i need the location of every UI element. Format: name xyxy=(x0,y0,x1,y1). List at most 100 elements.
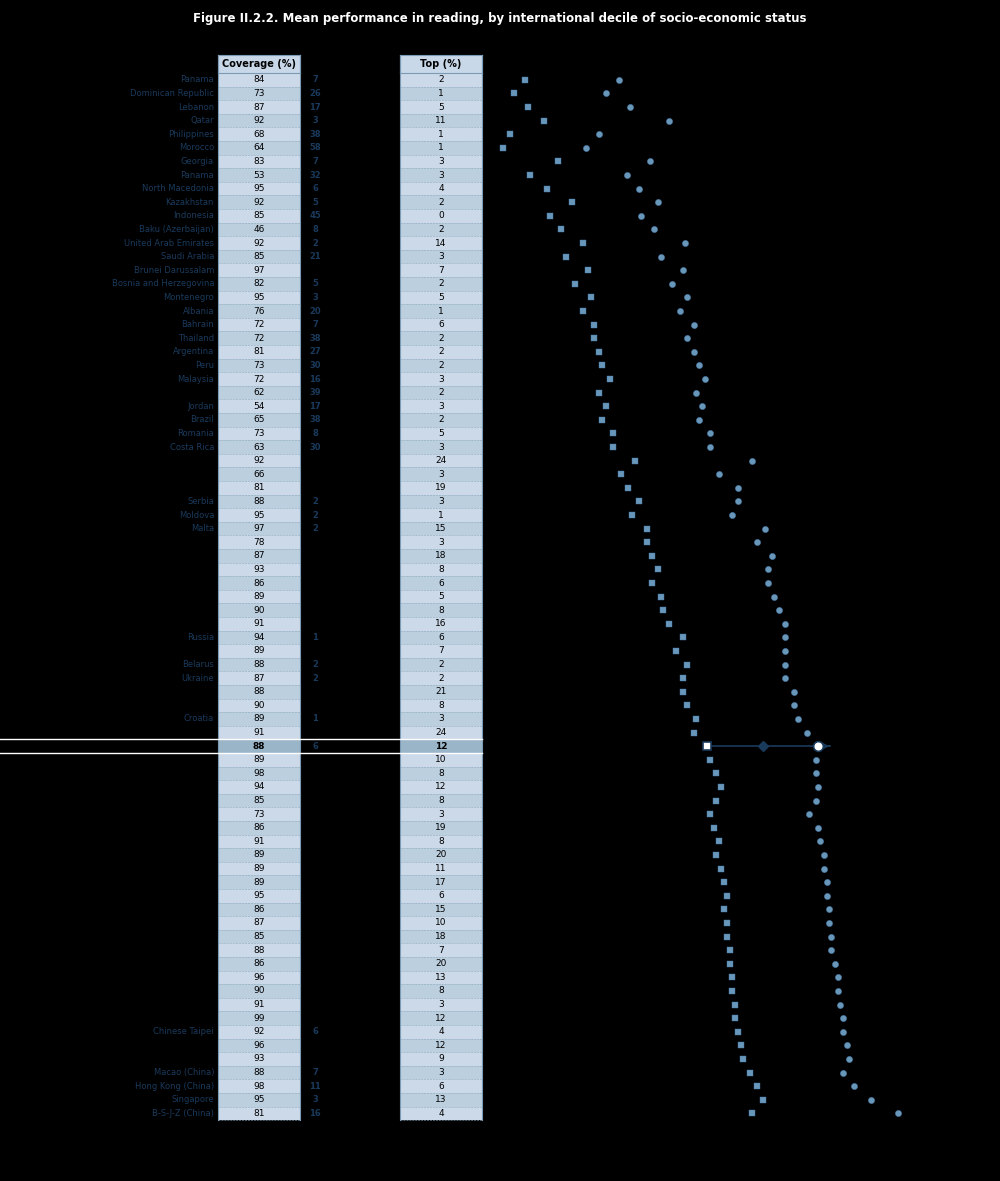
Text: 2: 2 xyxy=(312,660,318,670)
Text: 15: 15 xyxy=(435,905,447,914)
Text: 0: 0 xyxy=(438,211,444,221)
Text: Bahrain: Bahrain xyxy=(181,320,214,329)
Text: 73: 73 xyxy=(253,89,265,98)
Bar xyxy=(218,875,300,889)
Text: 2: 2 xyxy=(312,524,318,533)
Text: 8: 8 xyxy=(312,429,318,438)
Text: 6: 6 xyxy=(438,633,444,642)
Text: 3: 3 xyxy=(438,715,444,724)
Text: 20: 20 xyxy=(309,307,321,315)
Text: 62: 62 xyxy=(253,389,265,397)
Text: 2: 2 xyxy=(312,673,318,683)
Text: 84: 84 xyxy=(253,76,265,84)
Text: 72: 72 xyxy=(253,374,265,384)
Bar xyxy=(218,386,300,399)
Text: 6: 6 xyxy=(438,579,444,587)
Text: Montenegro: Montenegro xyxy=(163,293,214,302)
Bar xyxy=(400,889,482,902)
Bar xyxy=(218,535,300,549)
Text: B-S-J-Z (China): B-S-J-Z (China) xyxy=(152,1109,214,1118)
Text: 21: 21 xyxy=(435,687,447,697)
Bar xyxy=(218,562,300,576)
Text: 89: 89 xyxy=(253,877,265,887)
Bar xyxy=(400,616,482,631)
Text: 8: 8 xyxy=(312,224,318,234)
Text: 8: 8 xyxy=(438,700,444,710)
Text: 92: 92 xyxy=(253,116,265,125)
Bar xyxy=(400,155,482,168)
Text: 88: 88 xyxy=(253,497,265,505)
Bar xyxy=(400,454,482,468)
Bar xyxy=(400,441,482,454)
Text: 8: 8 xyxy=(438,565,444,574)
Text: 45: 45 xyxy=(309,211,321,221)
Text: 10: 10 xyxy=(435,756,447,764)
Text: Croatia: Croatia xyxy=(184,715,214,724)
Bar xyxy=(400,944,482,957)
Bar xyxy=(218,699,300,712)
Text: Romania: Romania xyxy=(177,429,214,438)
Text: Dominican Republic: Dominican Republic xyxy=(130,89,214,98)
Text: 17: 17 xyxy=(309,103,321,111)
Bar xyxy=(218,1079,300,1092)
Bar xyxy=(400,644,482,658)
Text: 66: 66 xyxy=(253,470,265,478)
Bar xyxy=(218,1065,300,1079)
Text: 18: 18 xyxy=(435,932,447,941)
Text: 4: 4 xyxy=(438,184,444,194)
Text: 92: 92 xyxy=(253,197,265,207)
Text: Panama: Panama xyxy=(180,76,214,84)
Bar xyxy=(218,236,300,250)
Text: Belarus: Belarus xyxy=(182,660,214,670)
Text: Malaysia: Malaysia xyxy=(177,374,214,384)
Bar xyxy=(218,56,300,73)
Bar xyxy=(218,998,300,1011)
Bar xyxy=(400,1052,482,1065)
Text: Ukraine: Ukraine xyxy=(181,673,214,683)
Bar xyxy=(400,413,482,426)
Bar xyxy=(218,155,300,168)
Bar xyxy=(400,128,482,141)
Text: 73: 73 xyxy=(253,810,265,818)
Bar xyxy=(218,372,300,386)
Text: 89: 89 xyxy=(253,715,265,724)
Text: 94: 94 xyxy=(253,783,265,791)
Bar xyxy=(400,481,482,495)
Bar xyxy=(218,413,300,426)
Text: 98: 98 xyxy=(253,1082,265,1091)
Text: 24: 24 xyxy=(435,729,447,737)
Text: Russia: Russia xyxy=(187,633,214,642)
Bar xyxy=(218,685,300,699)
Text: 68: 68 xyxy=(253,130,265,138)
Bar xyxy=(400,1038,482,1052)
Bar xyxy=(218,658,300,672)
Text: 86: 86 xyxy=(253,959,265,968)
Text: 65: 65 xyxy=(253,416,265,424)
Text: Brunei Darussalam: Brunei Darussalam xyxy=(134,266,214,275)
Bar xyxy=(400,332,482,345)
Bar xyxy=(218,182,300,195)
Bar xyxy=(218,481,300,495)
Text: 58: 58 xyxy=(309,143,321,152)
Bar xyxy=(400,535,482,549)
Text: Malta: Malta xyxy=(191,524,214,533)
Text: 72: 72 xyxy=(253,320,265,329)
Bar xyxy=(400,359,482,372)
Bar xyxy=(400,209,482,222)
Text: 6: 6 xyxy=(438,320,444,329)
Text: Serbia: Serbia xyxy=(187,497,214,505)
Text: 97: 97 xyxy=(253,266,265,275)
Text: 16: 16 xyxy=(435,619,447,628)
Text: 20: 20 xyxy=(435,850,447,860)
Text: Baku (Azerbaijan): Baku (Azerbaijan) xyxy=(139,224,214,234)
Bar xyxy=(400,916,482,929)
Bar xyxy=(218,250,300,263)
Text: 11: 11 xyxy=(435,864,447,873)
Bar xyxy=(218,848,300,862)
Bar xyxy=(400,508,482,522)
Text: 97: 97 xyxy=(253,524,265,533)
Text: 5: 5 xyxy=(438,293,444,302)
Bar xyxy=(218,1025,300,1038)
Bar xyxy=(400,576,482,589)
Text: United Arab Emirates: United Arab Emirates xyxy=(124,239,214,248)
